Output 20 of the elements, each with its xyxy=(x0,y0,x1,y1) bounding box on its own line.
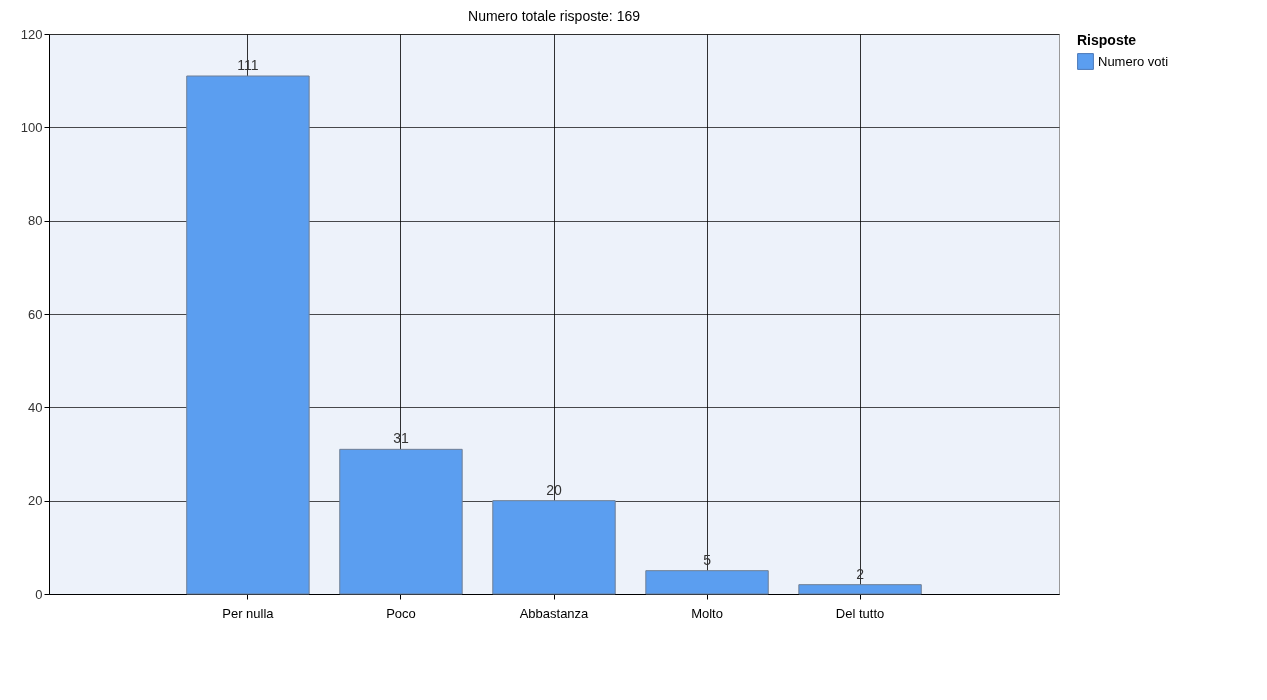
bar xyxy=(186,75,310,595)
chart-title: Numero totale risposte: 169 xyxy=(468,8,641,24)
y-tick-label: 80 xyxy=(28,213,43,229)
bar xyxy=(645,570,769,595)
x-tick-label: Molto xyxy=(691,605,723,621)
legend-title: Risposte xyxy=(1077,32,1137,48)
y-tick-label: 100 xyxy=(20,119,43,135)
x-tick-label: Abbastanza xyxy=(519,605,590,621)
bar xyxy=(492,500,616,595)
x-tick-label: Per nulla xyxy=(222,605,275,621)
y-tick-label: 20 xyxy=(28,493,43,509)
y-tick-label: 120 xyxy=(20,26,43,42)
x-tick-label: Del tutto xyxy=(835,605,885,621)
bar xyxy=(339,448,463,595)
x-tick-label: Poco xyxy=(386,605,416,621)
y-tick-label: 0 xyxy=(35,586,43,602)
legend-label: Numero voti xyxy=(1098,53,1169,69)
bar xyxy=(798,584,922,595)
y-tick-label: 40 xyxy=(28,399,43,415)
y-tick-label: 60 xyxy=(28,306,43,322)
